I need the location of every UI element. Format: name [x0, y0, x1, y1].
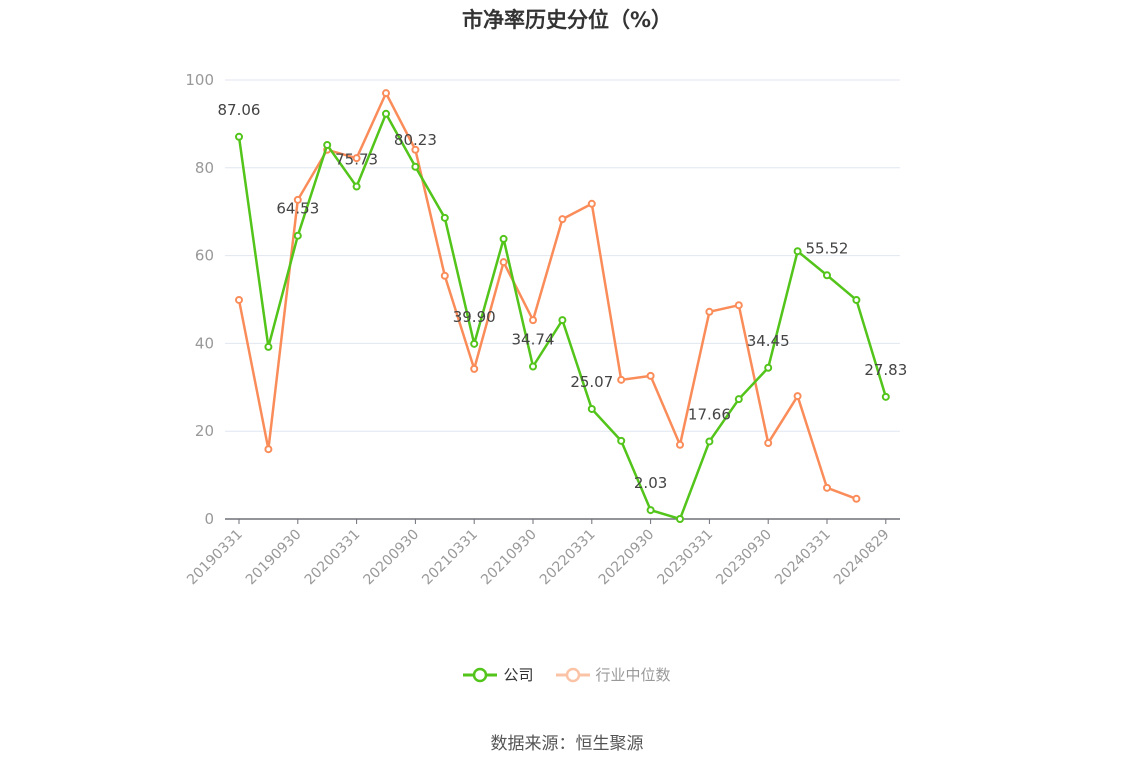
data-point: [411, 145, 420, 154]
legend-label-industry: 行业中位数: [595, 666, 671, 684]
data-point: [235, 132, 243, 141]
data-label: 25.07: [570, 373, 613, 391]
data-label: 2.03: [634, 474, 667, 492]
legend-item-company[interactable]: 公司: [463, 664, 534, 685]
data-point: [764, 363, 773, 372]
legend: 公司 行业中位数: [0, 664, 1134, 685]
data-point: [499, 258, 508, 267]
data-point: [264, 342, 273, 351]
data-label: 75.73: [335, 151, 378, 169]
x-tick-label: 20200930: [361, 527, 423, 589]
data-point: [705, 437, 714, 446]
data-point: [382, 109, 390, 118]
data-label: 34.74: [512, 330, 555, 348]
data-point: [411, 162, 420, 171]
data-point: [881, 392, 890, 401]
data-point: [617, 375, 626, 384]
data-point: [793, 247, 802, 256]
data-point: [470, 364, 479, 373]
y-tick-label: 40: [195, 334, 214, 352]
data-point: [352, 154, 361, 163]
x-tick-label: 20190331: [184, 527, 246, 589]
data-point: [852, 494, 861, 503]
data-point: [323, 140, 332, 149]
y-tick-label: 100: [185, 71, 214, 89]
data-point: [764, 439, 773, 448]
data-point: [264, 445, 273, 454]
x-tick-label: 20230930: [713, 527, 775, 589]
x-tick-label: 20240331: [772, 527, 834, 589]
y-tick-label: 80: [195, 159, 214, 177]
data-label: 64.53: [276, 200, 319, 218]
legend-company-icon: [463, 667, 498, 682]
legend-label-company: 公司: [503, 666, 534, 684]
y-tick-label: 60: [195, 247, 214, 265]
x-tick-label: 20200331: [302, 527, 364, 589]
x-tick-label: 20190930: [243, 527, 305, 589]
x-tick-label: 20220331: [537, 527, 599, 589]
data-point: [823, 271, 831, 280]
data-point: [676, 440, 684, 449]
data-label: 39.90: [453, 308, 496, 326]
data-point: [587, 404, 596, 413]
data-point: [587, 199, 596, 208]
data-point: [617, 436, 626, 445]
data-point: [293, 195, 302, 204]
data-point: [676, 515, 684, 523]
data-point: [529, 362, 537, 371]
data-point: [558, 316, 567, 325]
x-tick-label: 20220930: [596, 527, 658, 589]
data-point: [470, 339, 479, 348]
data-label: 34.45: [747, 332, 790, 350]
y-tick-label: 0: [204, 510, 214, 528]
x-tick-label: 20230331: [655, 527, 717, 589]
data-point: [705, 307, 714, 316]
y-tick-label: 20: [195, 422, 214, 440]
line-chart: 0 20 40 60 80 100 2019033120190930202003312020…: [184, 71, 907, 589]
data-point: [382, 89, 390, 98]
chart-title: 市净率历史分位（%）: [461, 8, 673, 32]
data-point: [852, 295, 861, 304]
data-point: [793, 392, 802, 401]
data-label: 55.52: [806, 239, 849, 257]
x-tick-label: 20240829: [831, 527, 893, 589]
series-line: [237, 90, 857, 500]
data-point: [440, 213, 449, 222]
legend-industry-icon: [555, 667, 590, 682]
data-label: 80.23: [394, 131, 437, 149]
data-point: [293, 231, 302, 240]
data-point: [558, 215, 567, 224]
data-point: [499, 234, 508, 243]
source-note: 数据来源：恒生聚源: [490, 734, 644, 754]
x-tick-label: 20210930: [478, 527, 540, 589]
data-point: [734, 395, 743, 404]
data-point: [646, 506, 655, 515]
legend-item-industry[interactable]: 行业中位数: [555, 664, 671, 685]
data-point: [235, 295, 243, 304]
data-label: 17.66: [688, 405, 731, 423]
data-label: 27.83: [864, 361, 907, 379]
data-point: [529, 316, 537, 325]
data-point: [352, 182, 361, 191]
data-point: [646, 371, 655, 380]
data-label: 87.06: [218, 101, 261, 119]
data-point: [440, 271, 449, 280]
data-point: [734, 301, 743, 310]
x-tick-label: 20210331: [419, 527, 481, 589]
data-point: [823, 483, 831, 492]
